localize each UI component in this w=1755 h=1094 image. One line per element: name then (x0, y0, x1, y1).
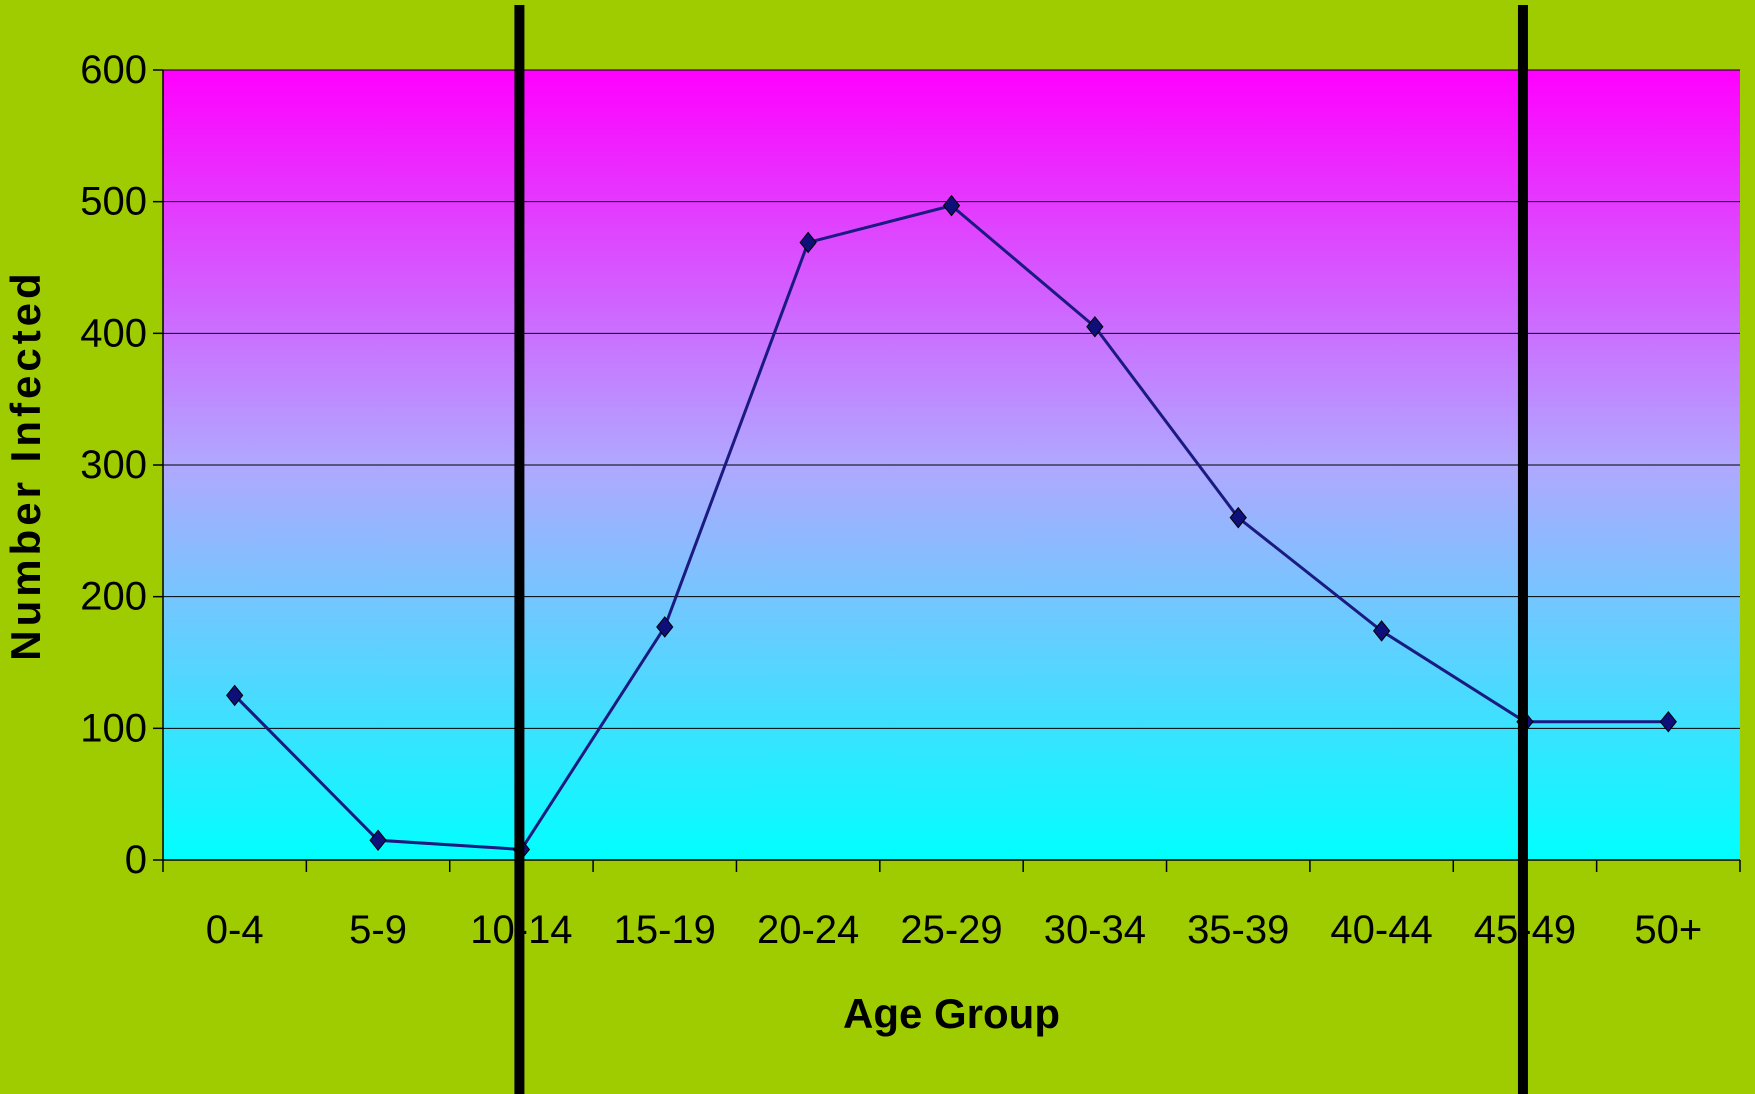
data-point-25-29 (942, 194, 961, 217)
x-tick-label: 30-34 (1044, 908, 1146, 952)
x-tick-label: 50+ (1634, 908, 1702, 952)
data-point-20-24 (799, 231, 817, 254)
data-point-30-34 (1086, 315, 1104, 338)
y-tick-label: 600 (80, 48, 147, 92)
data-point-50+ (1659, 710, 1677, 733)
y-tick-label: 200 (80, 575, 147, 619)
y-axis-ticks: 0 100 200 300 400 500 600 (80, 48, 163, 882)
data-point-0-4 (226, 684, 244, 707)
data-point-5-9 (369, 829, 387, 852)
y-tick-label: 100 (80, 706, 147, 750)
y-tick-label: 0 (125, 838, 147, 882)
x-axis-ticks: 0-45-910-1415-1920-2425-2930-3435-3940-4… (162, 860, 1741, 952)
y-tick-label: 300 (80, 443, 147, 487)
x-tick-label: 40-44 (1330, 908, 1432, 952)
y-tick-label: 500 (80, 180, 147, 224)
x-tick-label: 0-4 (206, 908, 264, 952)
x-tick-label: 25-29 (900, 908, 1002, 952)
gridlines (163, 69, 1740, 729)
y-axis-title: Number Infected (2, 269, 49, 660)
series (226, 194, 1677, 861)
data-point-35-39 (1229, 506, 1247, 529)
x-tick-label: 35-39 (1187, 908, 1289, 952)
x-axis-title: Age Group (843, 990, 1060, 1037)
data-point-15-19 (656, 616, 674, 638)
x-tick-label: 15-19 (614, 908, 716, 952)
data-point-40-44 (1372, 620, 1391, 642)
x-tick-label: 5-9 (349, 908, 407, 952)
vertical-markers (514, 5, 1528, 1094)
x-tick-label: 20-24 (757, 908, 859, 952)
y-tick-label: 400 (80, 311, 147, 355)
